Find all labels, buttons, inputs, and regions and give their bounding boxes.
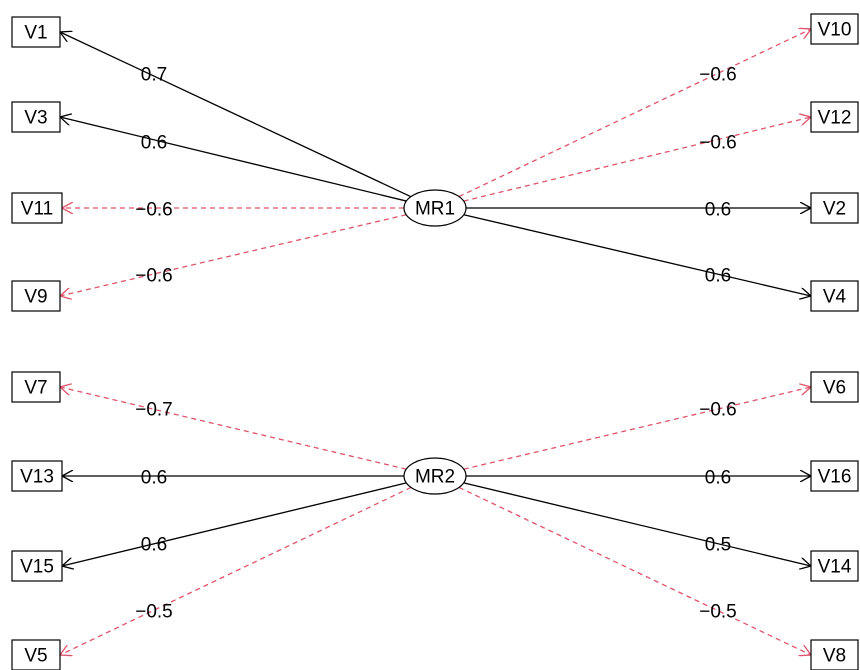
variable-node-v10: V10 xyxy=(810,13,859,45)
factor-ellipse xyxy=(403,189,467,227)
factor-node-mr1: MR1 xyxy=(403,189,467,227)
variable-box xyxy=(11,16,61,48)
variable-node-v6: V6 xyxy=(810,371,859,403)
weight-label-v9: −0.6 xyxy=(135,266,173,287)
weight-label-v13: 0.6 xyxy=(141,468,167,489)
variable-box xyxy=(11,550,63,582)
weight-label-v11: −0.6 xyxy=(135,200,173,221)
edge-mr2-v15 xyxy=(62,482,407,566)
edge-mr1-v12 xyxy=(463,117,811,202)
edges-layer xyxy=(60,29,811,655)
edge-mr2-v8 xyxy=(458,486,811,655)
variable-label: V12 xyxy=(818,108,852,129)
weight-label-v10: −0.6 xyxy=(699,65,737,86)
variable-box xyxy=(810,460,859,492)
variable-node-v9: V9 xyxy=(11,280,61,312)
weight-label-v5: −0.5 xyxy=(135,602,173,623)
variable-box xyxy=(810,13,859,45)
factor-label: MR1 xyxy=(415,199,455,220)
nodes-layer: V1 V3 V11 V9 V10 V12 V2 V4 V7 V13 V15 V5 V6 V16 V14 V8 M… xyxy=(11,13,859,670)
variable-node-v2: V2 xyxy=(810,192,859,224)
variable-label: V9 xyxy=(24,287,47,308)
variable-node-v11: V11 xyxy=(11,192,63,224)
variable-label: V16 xyxy=(818,467,852,488)
weight-label-v6: −0.6 xyxy=(699,400,737,421)
weight-label-v7: −0.7 xyxy=(135,400,173,421)
factor-node-mr2: MR2 xyxy=(403,457,467,495)
edge-mr1-v3 xyxy=(60,117,407,202)
variable-node-v1: V1 xyxy=(11,16,61,48)
variable-box xyxy=(810,280,859,312)
variable-node-v8: V8 xyxy=(810,639,859,670)
variable-box xyxy=(11,460,63,492)
variable-box xyxy=(11,192,63,224)
weight-label-v2: 0.6 xyxy=(705,200,731,221)
edge-mr2-v7 xyxy=(60,387,407,470)
edge-mr2-v14 xyxy=(463,482,811,566)
weight-label-v15: 0.6 xyxy=(141,535,167,556)
variable-box xyxy=(11,280,61,312)
variable-label: V5 xyxy=(24,646,47,667)
variable-box xyxy=(810,550,859,582)
variable-box xyxy=(810,192,859,224)
variable-node-v5: V5 xyxy=(11,639,61,670)
variable-label: V15 xyxy=(20,557,54,578)
variable-label: V1 xyxy=(24,23,47,44)
variable-label: V3 xyxy=(24,108,47,129)
variable-node-v7: V7 xyxy=(11,371,61,403)
variable-box xyxy=(11,371,61,403)
variable-label: V13 xyxy=(20,467,54,488)
edge-mr2-v6 xyxy=(463,387,811,470)
variable-node-v4: V4 xyxy=(810,280,859,312)
variable-node-v3: V3 xyxy=(11,101,61,133)
variable-label: V6 xyxy=(823,378,846,399)
edge-mr1-v4 xyxy=(463,214,811,296)
weight-label-v16: 0.6 xyxy=(705,468,731,489)
weights-layer: 0.7 0.6 −0.6 −0.6 −0.6 −0.6 0.6 0.6 −0.7 0.6 0.6 −0… xyxy=(135,65,737,623)
variable-node-v14: V14 xyxy=(810,550,859,582)
variable-label: V10 xyxy=(818,20,852,41)
factor-label: MR2 xyxy=(415,467,455,488)
edge-mr2-v5 xyxy=(60,486,412,655)
variable-label: V14 xyxy=(818,557,852,578)
factor-ellipse xyxy=(403,457,467,495)
variable-node-v15: V15 xyxy=(11,550,63,582)
variable-box xyxy=(810,101,859,133)
variable-label: V11 xyxy=(21,199,53,220)
weight-label-v3: 0.6 xyxy=(141,133,167,154)
variable-label: V2 xyxy=(823,199,846,220)
weight-label-v4: 0.6 xyxy=(705,266,731,287)
variable-box xyxy=(810,639,859,670)
weight-label-v14: 0.5 xyxy=(705,535,731,556)
variable-box xyxy=(11,639,61,670)
edge-mr1-v9 xyxy=(60,214,407,296)
variable-box xyxy=(810,371,859,403)
weight-label-v1: 0.7 xyxy=(141,65,167,86)
variable-node-v13: V13 xyxy=(11,460,63,492)
edge-mr1-v10 xyxy=(458,29,811,198)
weight-label-v8: −0.5 xyxy=(699,602,737,623)
variable-label: V8 xyxy=(823,646,846,667)
variable-node-v16: V16 xyxy=(810,460,859,492)
variable-box xyxy=(11,101,61,133)
variable-label: V7 xyxy=(24,378,47,399)
variable-label: V4 xyxy=(823,287,847,308)
variable-node-v12: V12 xyxy=(810,101,859,133)
weight-label-v12: −0.6 xyxy=(699,133,737,154)
edge-mr1-v1 xyxy=(60,32,412,198)
